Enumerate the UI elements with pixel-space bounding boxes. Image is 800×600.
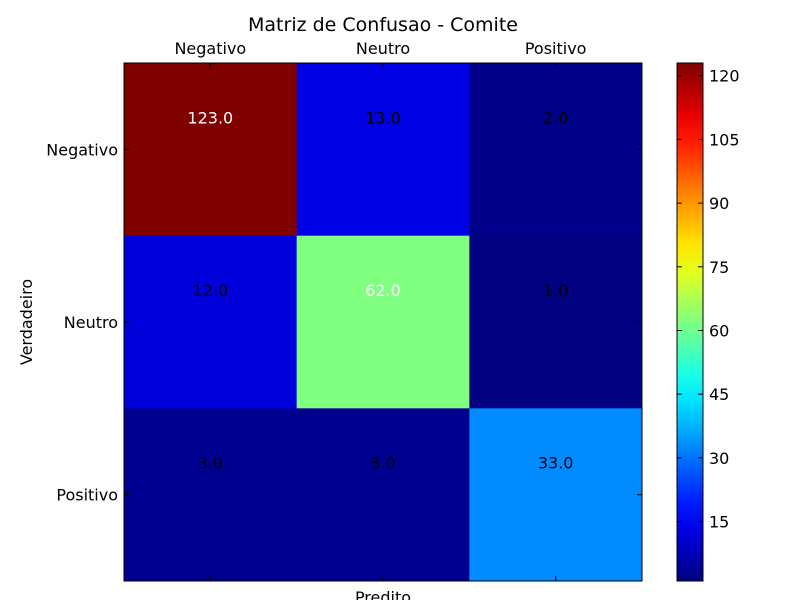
- heatmap-cell: [296, 235, 470, 409]
- cell-value-label: 2.0: [543, 108, 568, 127]
- colorbar-tick-label: 45: [709, 385, 729, 404]
- y-tick-label: Negativo: [46, 140, 118, 159]
- colorbar-tick-label: 60: [709, 321, 729, 340]
- x-tick-labels: Negativo Neutro Positivo: [174, 39, 586, 58]
- heatmap-cell: [124, 235, 298, 409]
- colorbar-tick-label: 75: [709, 258, 729, 277]
- colorbar: [676, 62, 704, 582]
- chart-title: Matriz de Confusao - Comite: [248, 14, 518, 36]
- heatmap-cell-labels: 123.0 13.0 2.0 12.0 62.0 1.0 3.0 3.0 33.0: [187, 108, 573, 472]
- axis-ticks: [124, 63, 642, 581]
- x-axis-label: Predito: [355, 588, 411, 600]
- heatmap-cell: [469, 235, 643, 409]
- cell-value-label: 13.0: [365, 108, 401, 127]
- cell-value-label: 3.0: [370, 454, 395, 473]
- colorbar-tick-label: 90: [709, 194, 729, 213]
- heatmap-cell: [124, 63, 298, 237]
- heatmap-cell: [296, 63, 470, 237]
- x-tick-label: Negativo: [174, 39, 246, 58]
- colorbar-tick-label: 30: [709, 449, 729, 468]
- cell-value-label: 33.0: [538, 454, 574, 473]
- x-tick-label: Positivo: [525, 39, 587, 58]
- heatmap-cells: [124, 63, 643, 582]
- heatmap-cell: [296, 408, 470, 582]
- colorbar-tick-label: 105: [709, 130, 740, 149]
- cell-value-label: 123.0: [187, 108, 233, 127]
- x-tick-label: Neutro: [356, 39, 410, 58]
- y-axis-label: Verdadeiro: [17, 279, 36, 365]
- colorbar-tick-label: 15: [709, 513, 729, 532]
- heatmap-cell: [469, 408, 643, 582]
- heatmap-cell: [124, 408, 298, 582]
- heatmap-cell: [469, 63, 643, 237]
- y-tick-labels: Negativo Neutro Positivo: [46, 140, 118, 504]
- colorbar-tick-label: 120: [709, 67, 740, 86]
- colorbar-ticks: 15 30 45 60 75 90 105 120: [677, 67, 740, 532]
- cell-value-label: 3.0: [198, 454, 223, 473]
- cell-value-label: 12.0: [193, 281, 229, 300]
- y-tick-label: Positivo: [56, 486, 118, 505]
- cell-value-label: 1.0: [543, 281, 568, 300]
- y-tick-label: Neutro: [64, 313, 118, 332]
- cell-value-label: 62.0: [365, 281, 401, 300]
